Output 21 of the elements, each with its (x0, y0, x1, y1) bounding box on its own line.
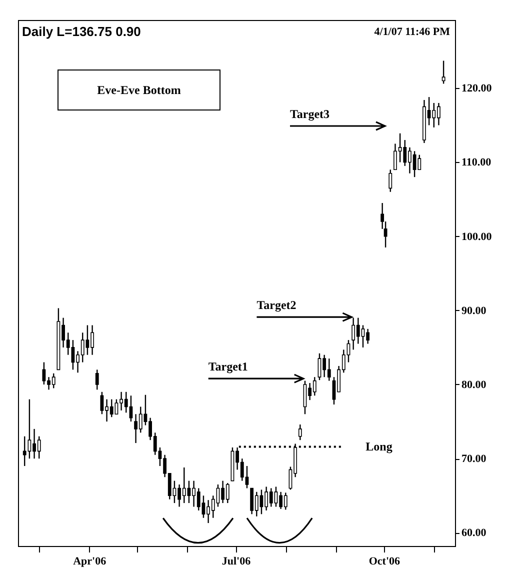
series-label: Long (366, 440, 392, 454)
y-tick-label: 110.00 (462, 156, 492, 169)
annotation: 4/1/07 11:46 PM (374, 26, 451, 38)
y-tick-label: 120.00 (462, 82, 492, 95)
annotation: Target2 (256, 298, 296, 312)
y-tick-label: 100.00 (462, 230, 492, 243)
candlestick (298, 424, 302, 441)
annotation: Target3 (290, 107, 330, 121)
candlestick (388, 169, 392, 192)
y-tick-label: 80.00 (462, 378, 487, 391)
y-tick-label: 60.00 (462, 527, 487, 540)
chart-title: Daily L=136.75 0.90 (22, 24, 141, 39)
candlestick (95, 369, 99, 390)
x-tick-label: Oct'06 (368, 556, 401, 568)
candlestick (442, 60, 446, 84)
y-tick-label: 90.00 (462, 304, 487, 317)
x-tick-label: Jul'06 (222, 556, 252, 568)
y-tick-label: 70.00 (462, 453, 487, 466)
x-tick-label: Apr'06 (73, 556, 107, 568)
annotation: Eve-Eve Bottom (97, 83, 181, 97)
annotation: Target1 (208, 360, 248, 374)
